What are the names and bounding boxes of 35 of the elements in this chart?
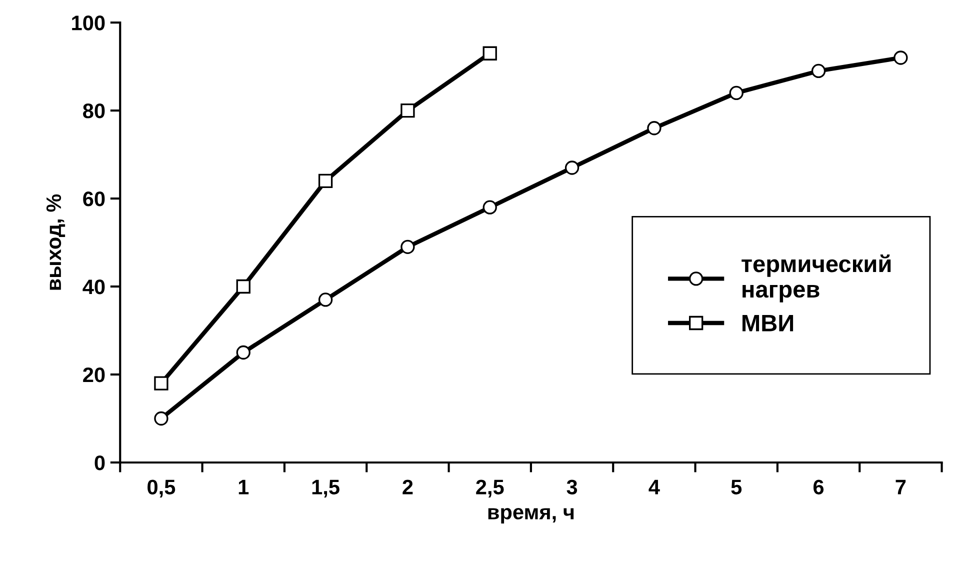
point bbox=[894, 50, 908, 65]
y-axis-title: выход, % bbox=[46, 194, 66, 290]
x-tick-label: 1,5 bbox=[312, 480, 340, 498]
x-tick-label: 0,5 bbox=[148, 480, 176, 498]
point bbox=[811, 64, 826, 78]
x-tick-label: 6 bbox=[814, 480, 824, 494]
x-tick-label: 3 bbox=[566, 480, 578, 494]
x-tick-label: 7 bbox=[896, 480, 906, 494]
y-tick-label: 20 bbox=[83, 367, 105, 382]
x-tick-label: 2,5 bbox=[476, 480, 504, 498]
point bbox=[154, 376, 168, 390]
y-tick-label: 60 bbox=[83, 192, 105, 206]
point bbox=[400, 103, 415, 118]
point bbox=[647, 121, 662, 136]
point bbox=[482, 46, 497, 60]
point bbox=[236, 345, 250, 360]
point bbox=[318, 292, 333, 307]
y-tick-label: 100 bbox=[72, 16, 105, 30]
point bbox=[564, 160, 580, 175]
x-axis-title: время, ч bbox=[488, 508, 574, 524]
y-tick-label: 0 bbox=[94, 455, 105, 470]
x-tick-label: 1 bbox=[238, 480, 249, 494]
x-tick-label: 5 bbox=[731, 480, 742, 494]
x-tick-label: 4 bbox=[648, 480, 660, 494]
x-tick-label: 2 bbox=[402, 480, 413, 494]
y-tick-label: 80 bbox=[83, 104, 105, 118]
point bbox=[154, 411, 168, 426]
point bbox=[482, 200, 497, 214]
legend-label: термический нагрев bbox=[742, 254, 891, 302]
legend-label: МВИ bbox=[742, 315, 794, 332]
y-tick-label: 40 bbox=[82, 280, 105, 294]
point bbox=[318, 174, 333, 188]
point bbox=[400, 240, 415, 254]
point bbox=[729, 86, 744, 100]
point bbox=[236, 279, 250, 294]
